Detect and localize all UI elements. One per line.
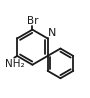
Text: N: N (48, 28, 57, 38)
Text: Br: Br (27, 16, 38, 26)
Text: NH₂: NH₂ (5, 59, 24, 69)
